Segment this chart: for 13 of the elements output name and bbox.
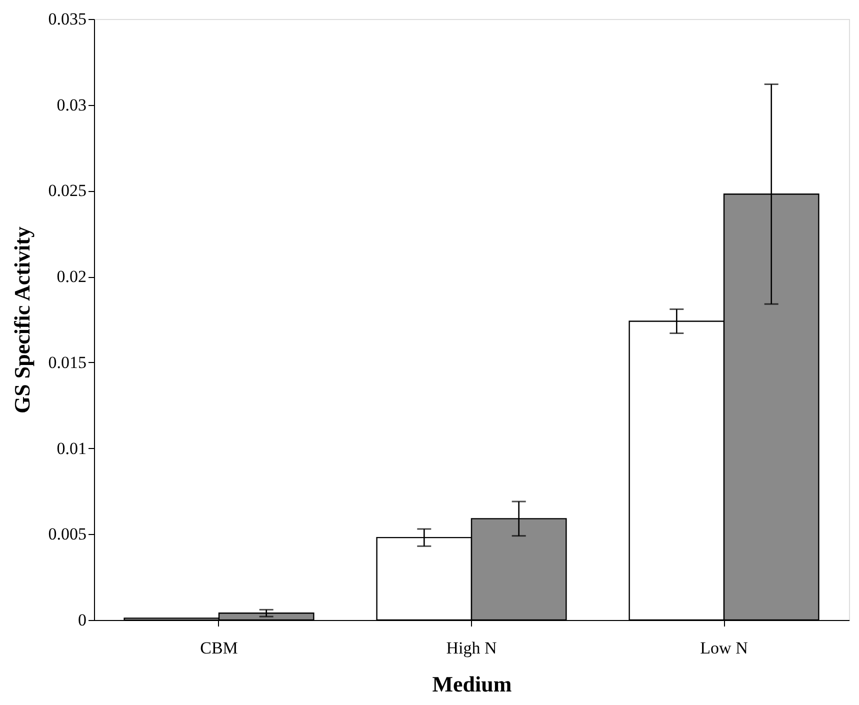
y-tick-label: 0.02	[56, 267, 86, 286]
y-tick-label: 0.005	[48, 524, 86, 544]
y-tick-label: 0.035	[48, 10, 86, 28]
x-tick-label: CBM	[200, 638, 238, 658]
y-tick-label: 0.025	[48, 181, 86, 200]
y-tick-label: 0.015	[48, 352, 86, 372]
y-tick-label: 0.03	[56, 95, 86, 114]
y-tick-label: 0	[78, 610, 86, 630]
x-tick-label: High N	[446, 638, 497, 658]
x-tick-label: Low N	[700, 638, 748, 658]
y-axis-title: GS Specific Activity	[9, 226, 34, 414]
x-axis-title: Medium	[432, 672, 512, 696]
y-tick-label: 0.01	[56, 438, 86, 458]
